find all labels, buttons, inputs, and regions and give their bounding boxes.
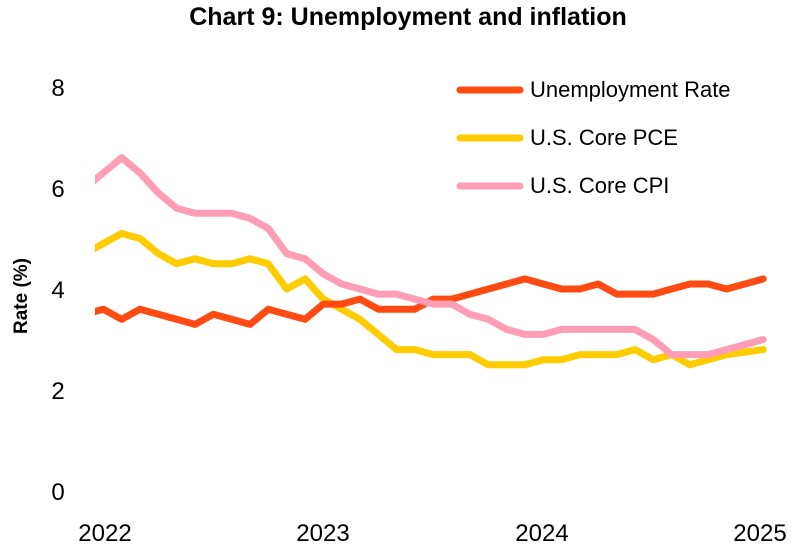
y-tick-label: 0 bbox=[51, 479, 64, 506]
x-tick-label: 2022 bbox=[78, 520, 131, 547]
x-tick-label: 2024 bbox=[515, 520, 568, 547]
series-line-u-s-core-cpi bbox=[95, 154, 767, 359]
legend: Unemployment Rate U.S. Core PCE U.S. Cor… bbox=[456, 77, 731, 198]
y-tick-label: 4 bbox=[51, 277, 64, 304]
legend-label-core-cpi: U.S. Core CPI bbox=[530, 173, 669, 198]
y-axis-ticks: 0 2 4 6 8 bbox=[51, 75, 64, 506]
y-tick-label: 2 bbox=[51, 378, 64, 405]
legend-label-core-pce: U.S. Core PCE bbox=[530, 125, 678, 150]
y-axis-label: Rate (%) bbox=[11, 258, 32, 334]
y-tick-label: 8 bbox=[51, 75, 64, 102]
y-tick-label: 6 bbox=[51, 176, 64, 203]
legend-label-unemployment: Unemployment Rate bbox=[530, 77, 731, 102]
series-line-u-s-core-pce bbox=[95, 230, 767, 369]
x-axis-ticks: 2022 2023 2024 2025 bbox=[78, 520, 786, 547]
chart-title: Chart 9: Unemployment and inflation bbox=[189, 3, 627, 31]
x-tick-label: 2025 bbox=[733, 520, 786, 547]
x-tick-label: 2023 bbox=[296, 520, 349, 547]
